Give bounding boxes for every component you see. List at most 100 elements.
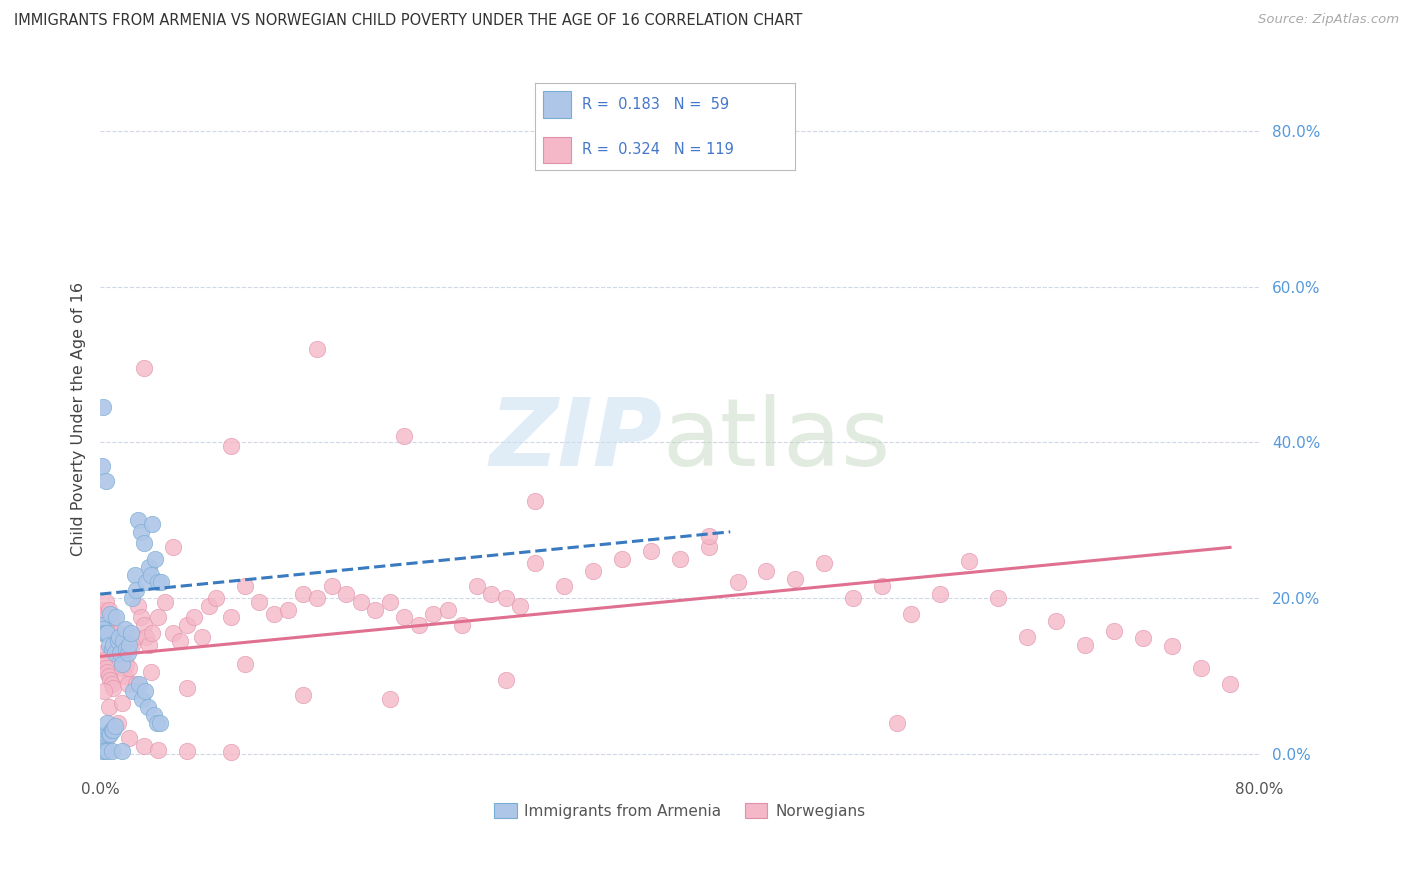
Point xyxy=(118,638,141,652)
Point xyxy=(233,579,256,593)
Point xyxy=(107,715,129,730)
Point xyxy=(128,676,150,690)
Point xyxy=(90,607,112,621)
Point xyxy=(110,646,132,660)
Point xyxy=(321,579,343,593)
Point xyxy=(98,626,121,640)
Point xyxy=(408,618,430,632)
Point xyxy=(135,630,157,644)
Point xyxy=(277,602,299,616)
Point xyxy=(378,595,401,609)
Point xyxy=(145,715,167,730)
Point xyxy=(668,552,690,566)
Point xyxy=(1045,615,1067,629)
Point xyxy=(291,587,314,601)
Point xyxy=(122,684,145,698)
Point xyxy=(755,564,778,578)
Point xyxy=(169,633,191,648)
Point xyxy=(96,626,118,640)
Point xyxy=(929,587,952,601)
Point xyxy=(307,342,329,356)
Point xyxy=(451,618,474,632)
Point xyxy=(94,661,117,675)
Legend: Immigrants from Armenia, Norwegians: Immigrants from Armenia, Norwegians xyxy=(488,797,872,825)
Point xyxy=(436,602,458,616)
Point xyxy=(176,744,198,758)
Point xyxy=(91,730,114,744)
Point xyxy=(162,626,184,640)
Point xyxy=(127,513,149,527)
Point xyxy=(291,689,314,703)
Point xyxy=(141,516,163,531)
Point xyxy=(93,626,115,640)
Point xyxy=(135,575,157,590)
Point xyxy=(143,552,166,566)
Point xyxy=(139,567,162,582)
Point xyxy=(142,707,165,722)
Point xyxy=(108,646,131,660)
Point xyxy=(335,587,357,601)
Point xyxy=(100,676,122,690)
Point xyxy=(94,474,117,488)
Point xyxy=(422,607,444,621)
Point xyxy=(307,591,329,605)
Point xyxy=(93,653,115,667)
Point xyxy=(138,638,160,652)
Point xyxy=(394,429,416,443)
Point xyxy=(523,493,546,508)
Point xyxy=(96,715,118,730)
Point xyxy=(93,730,115,744)
Point xyxy=(378,692,401,706)
Point xyxy=(1219,676,1241,690)
Point xyxy=(98,607,121,621)
Point xyxy=(495,673,517,687)
Point xyxy=(582,564,605,578)
Point xyxy=(96,665,118,679)
Point xyxy=(104,719,127,733)
Point xyxy=(112,646,135,660)
Point xyxy=(125,676,148,690)
Point xyxy=(146,610,169,624)
Point xyxy=(136,700,159,714)
Point xyxy=(219,745,242,759)
Point xyxy=(120,626,142,640)
Point xyxy=(97,602,120,616)
Point xyxy=(697,529,720,543)
Point xyxy=(97,638,120,652)
Point xyxy=(465,579,488,593)
Point xyxy=(900,607,922,621)
Point xyxy=(115,657,138,672)
Point xyxy=(1161,640,1184,654)
Point xyxy=(117,676,139,690)
Point xyxy=(987,591,1010,605)
Point xyxy=(219,439,242,453)
Point xyxy=(129,610,152,624)
Point xyxy=(176,618,198,632)
Point xyxy=(842,591,865,605)
Point xyxy=(111,661,134,675)
Text: Source: ZipAtlas.com: Source: ZipAtlas.com xyxy=(1258,13,1399,27)
Point xyxy=(97,700,120,714)
Point xyxy=(121,638,143,652)
Point xyxy=(96,622,118,636)
Point xyxy=(101,681,124,695)
Point xyxy=(162,541,184,555)
Point xyxy=(129,524,152,539)
Point xyxy=(141,626,163,640)
Point xyxy=(394,610,416,624)
Point xyxy=(610,552,633,566)
Point xyxy=(785,572,807,586)
Point xyxy=(127,599,149,613)
Point xyxy=(107,633,129,648)
Point xyxy=(148,715,170,730)
Point xyxy=(118,661,141,675)
Point xyxy=(104,630,127,644)
Point xyxy=(1189,661,1212,675)
Point xyxy=(98,727,121,741)
Point xyxy=(523,556,546,570)
Point xyxy=(1132,632,1154,646)
Point xyxy=(91,401,114,415)
Point xyxy=(139,665,162,679)
Point xyxy=(96,744,118,758)
Point xyxy=(90,458,112,473)
